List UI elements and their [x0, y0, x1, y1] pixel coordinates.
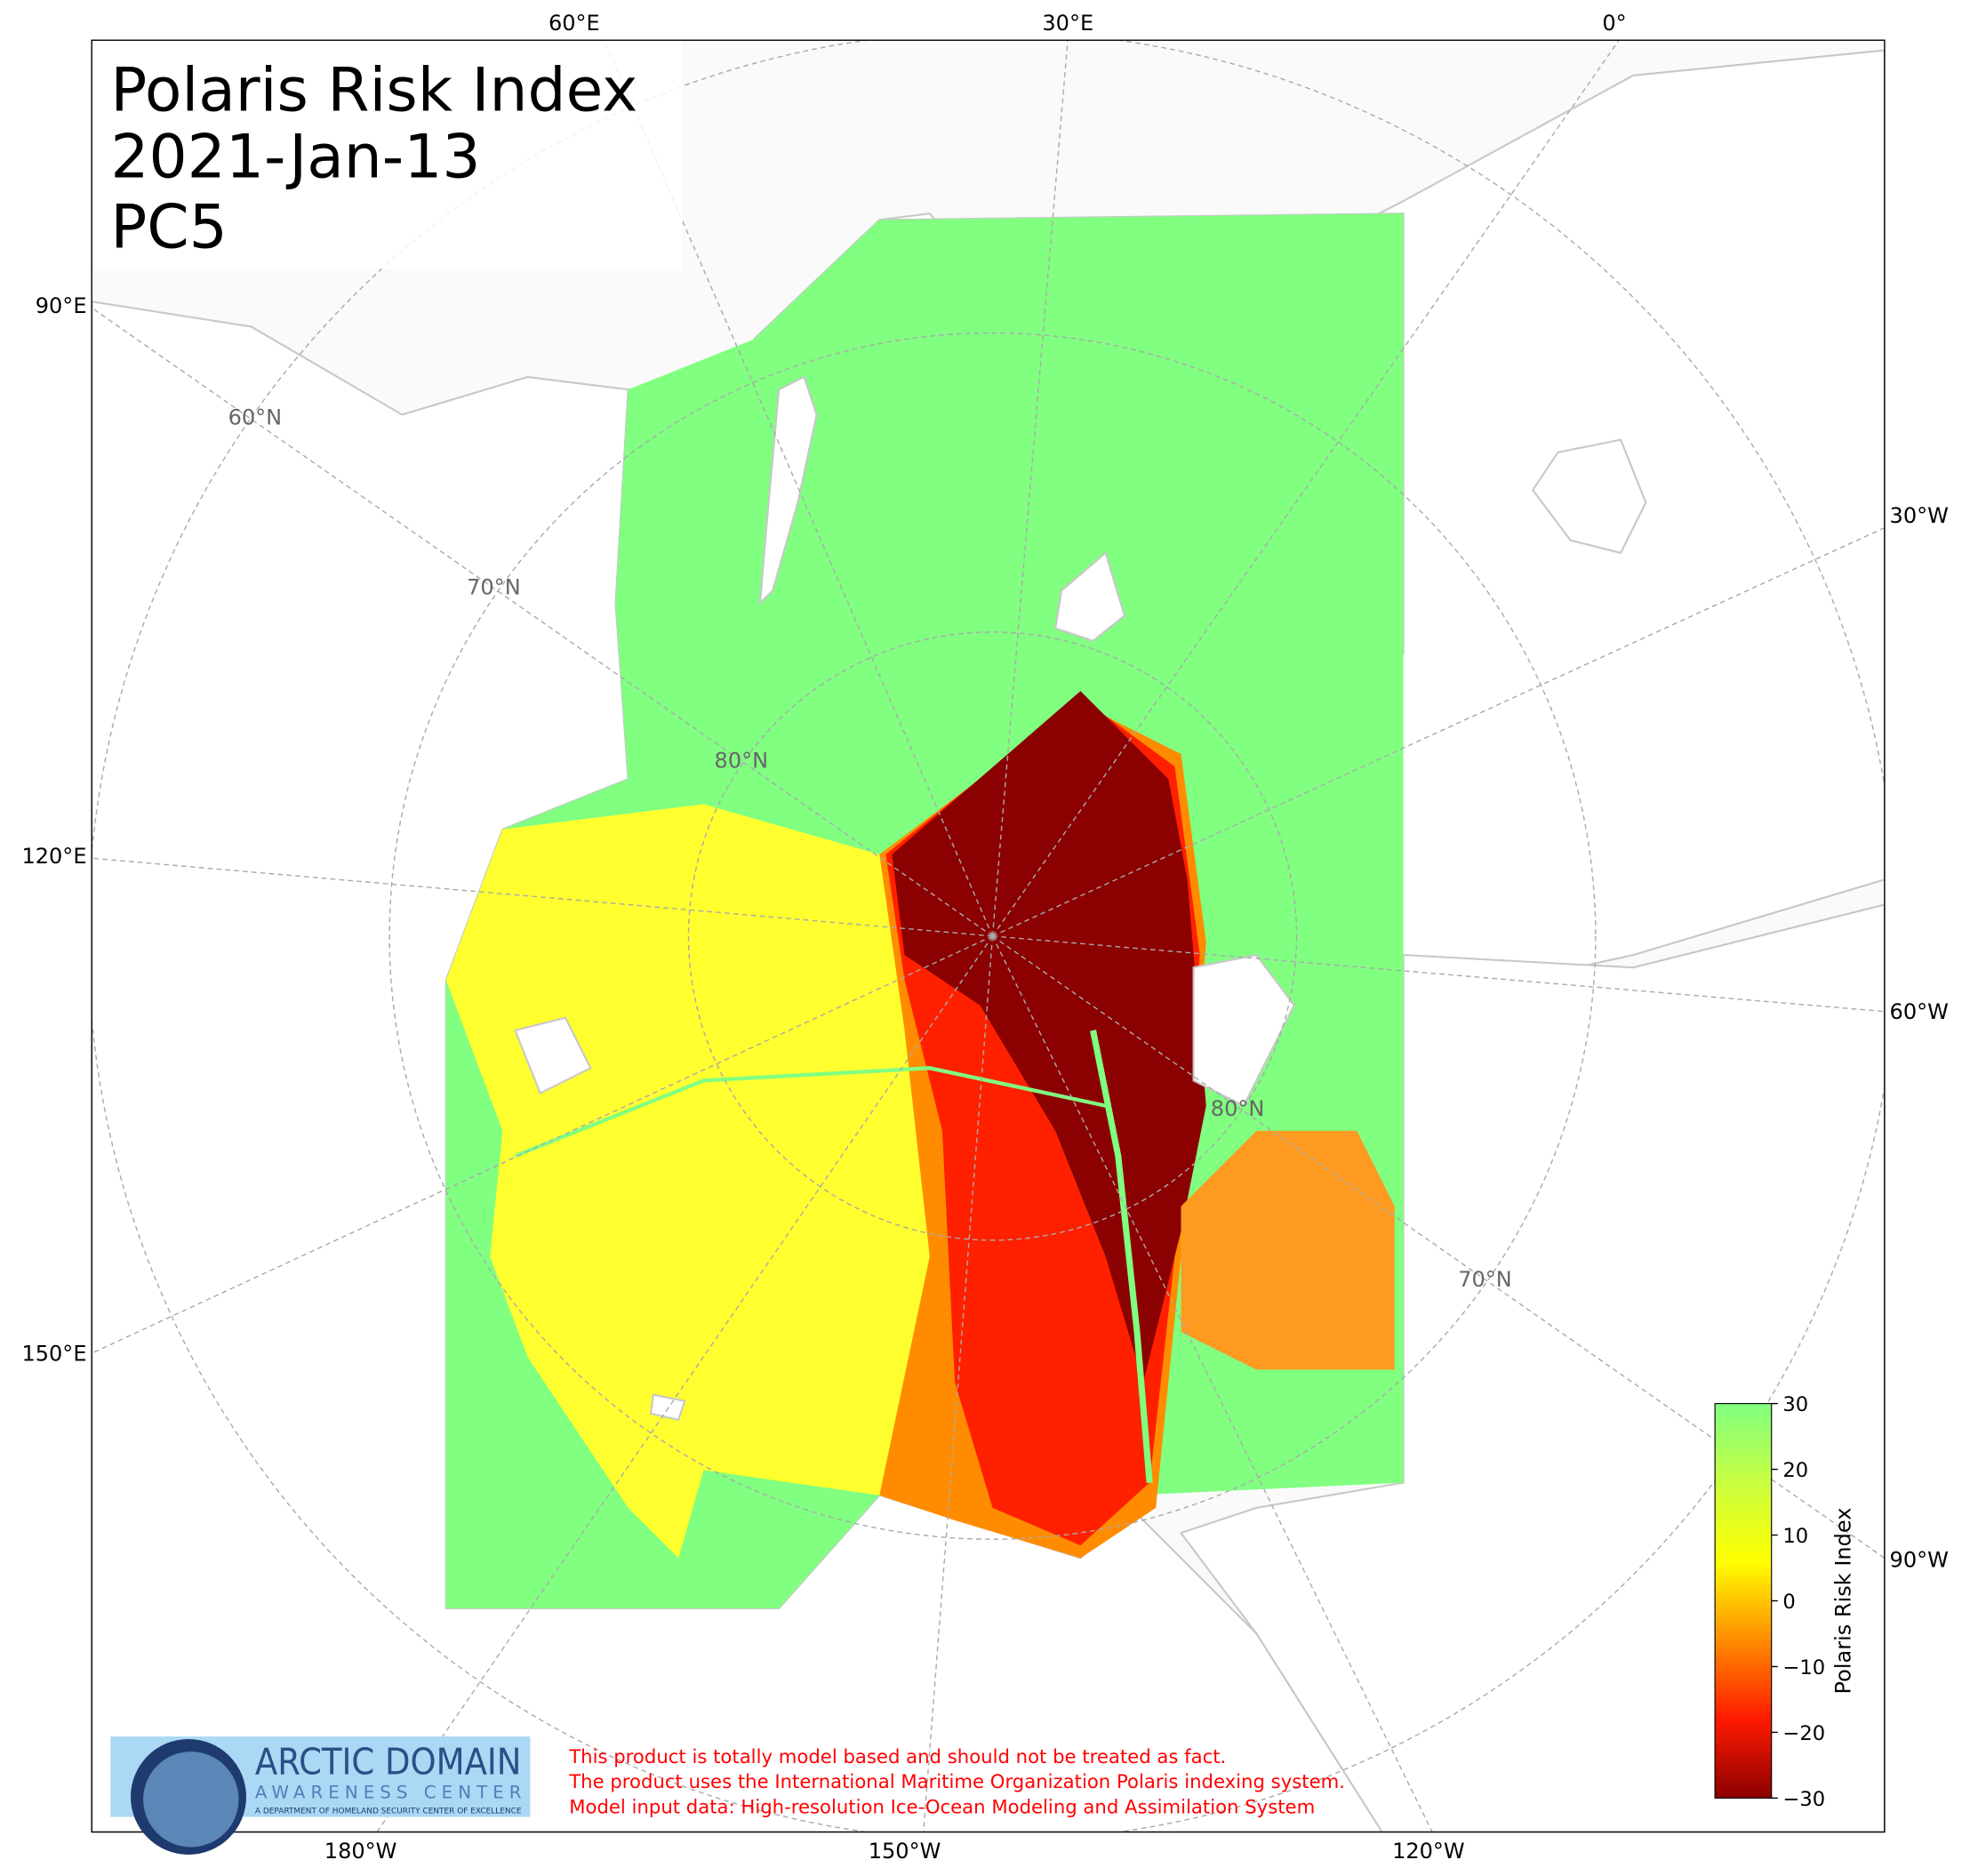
latitude-label: 70°N: [1458, 1267, 1512, 1292]
latitude-label: 80°N: [1211, 1096, 1265, 1121]
longitude-label: 60°E: [549, 11, 600, 36]
longitude-label: 150°W: [869, 1839, 941, 1864]
disclaimer: This product is totally model based and …: [568, 1745, 1226, 1768]
longitude-label: 150°E: [21, 1342, 86, 1367]
longitude-label: 90°W: [1890, 1547, 1949, 1572]
disclaimer: The product uses the International Marit…: [568, 1770, 1345, 1792]
disclaimer: Model input data: High-resolution Ice-Oc…: [569, 1795, 1315, 1817]
logo-title: ARCTIC DOMAIN: [255, 1741, 522, 1784]
longitude-label: 30°E: [1042, 11, 1093, 36]
logo: ARCTIC DOMAIN AWARENESS CENTER A DEPARTM…: [110, 1736, 531, 1855]
longitude-label: 60°W: [1890, 999, 1949, 1024]
longitude-label: 180°W: [324, 1839, 397, 1864]
colorbar-tick-label: 10: [1782, 1525, 1808, 1548]
meridian: [923, 935, 994, 1832]
meridian: [991, 935, 1433, 1832]
title-line: Polaris Risk Index: [110, 54, 637, 124]
logo-tagline: A DEPARTMENT OF HOMELAND SECURITY CENTER…: [255, 1806, 522, 1815]
colorbar-tick-label: −20: [1782, 1722, 1825, 1745]
island: [514, 1016, 592, 1095]
meridian: [991, 40, 1620, 937]
island: [1053, 550, 1126, 642]
parallel: [687, 631, 1298, 1241]
colorbar-gradient: [1714, 1403, 1773, 1799]
meridian: [603, 40, 994, 937]
colorbar-tick-label: 20: [1782, 1459, 1808, 1482]
meridian: [92, 935, 993, 1354]
latitude-label: 70°N: [467, 574, 521, 599]
meridian: [92, 857, 993, 937]
latitude-label: 60°N: [228, 405, 283, 430]
lead: [514, 1066, 1107, 1158]
longitude-label: 30°W: [1890, 503, 1949, 528]
longitude-label: 90°E: [36, 293, 87, 318]
logo-subtitle: AWARENESS CENTER: [255, 1782, 522, 1802]
title-backdrop: [92, 40, 683, 269]
title-line: PC5: [110, 191, 227, 261]
colorbar-label: Polaris Risk Index: [1831, 1508, 1856, 1695]
colorbar-tick-label: 30: [1782, 1393, 1808, 1416]
colorbar-tick-label: −30: [1782, 1788, 1825, 1811]
colorbar-tick-label: −10: [1782, 1656, 1825, 1680]
meridian: [991, 40, 1069, 936]
island: [758, 375, 818, 606]
latitude-label: 80°N: [715, 749, 769, 774]
map-frame: [91, 39, 1886, 1833]
greenland: [1531, 438, 1647, 555]
ice-very-high-risk: [892, 691, 1206, 1383]
meridian: [92, 307, 993, 937]
colorbar-tick-label: 0: [1782, 1591, 1795, 1614]
island: [1192, 953, 1295, 1108]
longitude-label: 0°: [1602, 11, 1626, 36]
longitude-label: 120°E: [21, 844, 86, 869]
island: [649, 1393, 686, 1422]
parallel: [388, 332, 1597, 1540]
ice-orange-coast: [1181, 1130, 1395, 1370]
logo-globe: [143, 1752, 239, 1848]
title-line: 2021-Jan-13: [110, 121, 480, 191]
colorbar: Polaris Risk Index 30 20 10 0 −10 −20 −30: [1714, 1393, 1856, 1811]
lead: [1090, 1030, 1153, 1483]
longitude-label: 120°W: [1392, 1839, 1465, 1864]
map-content: [92, 40, 1885, 1832]
